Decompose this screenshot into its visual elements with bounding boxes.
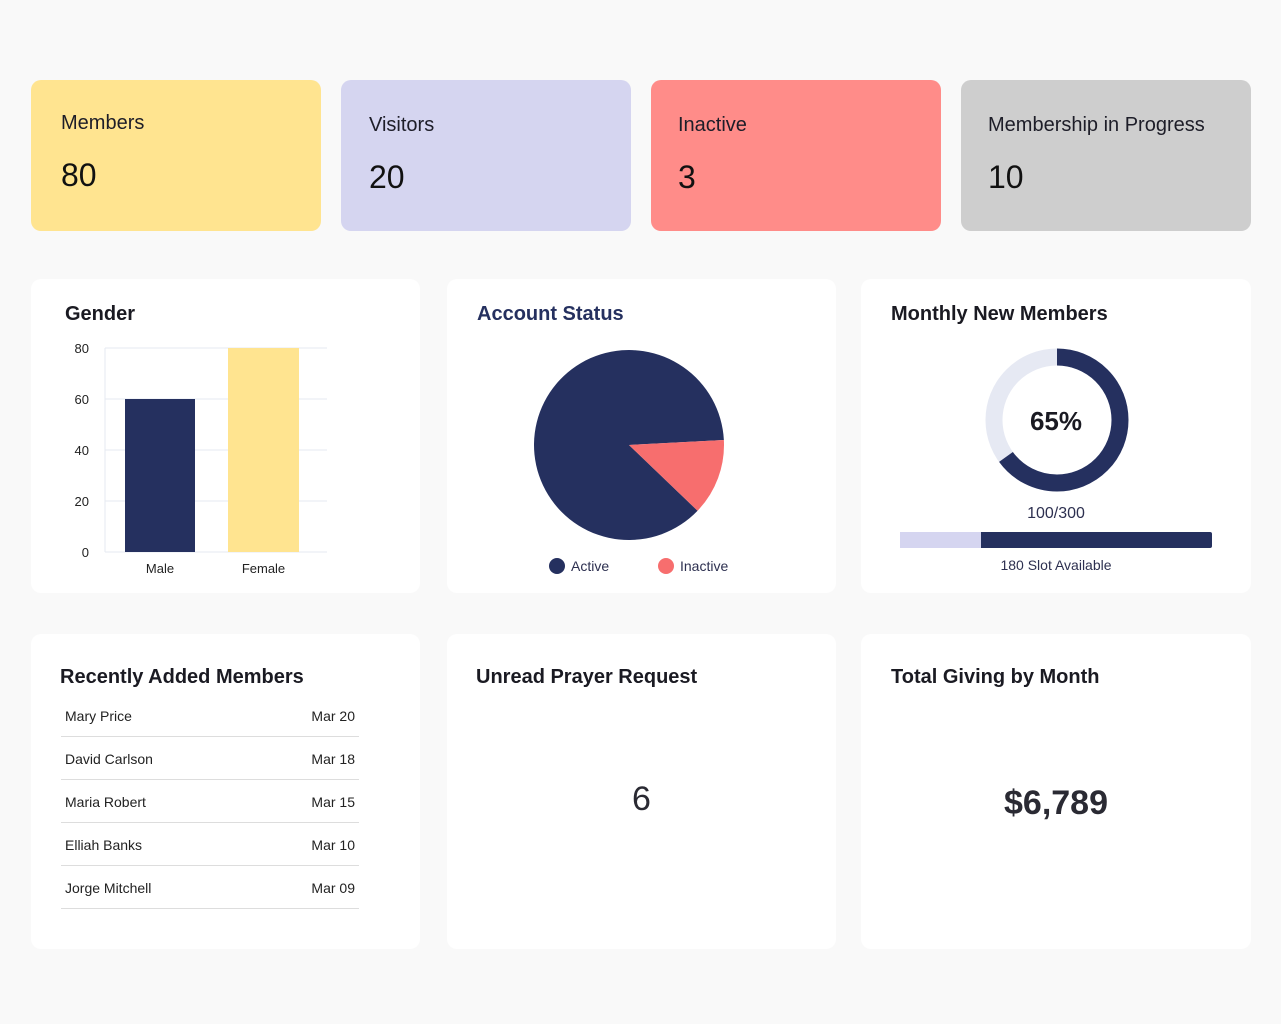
gender-card: Gender 0 20 40 60 80 Male Female xyxy=(31,279,420,593)
giving-card[interactable]: Total Giving by Month $6,789 xyxy=(861,634,1251,949)
y-tick-label: 20 xyxy=(75,494,89,509)
member-date: Mar 15 xyxy=(311,794,355,810)
y-tick-label: 40 xyxy=(75,443,89,458)
account-pie-chart: Active Inactive xyxy=(534,350,728,574)
member-row[interactable]: Mary Price Mar 20 xyxy=(61,694,359,737)
member-row[interactable]: Elliah Banks Mar 10 xyxy=(61,823,359,866)
member-row[interactable]: David Carlson Mar 18 xyxy=(61,737,359,780)
member-row[interactable]: Jorge Mitchell Mar 09 xyxy=(61,866,359,909)
stat-label: Visitors xyxy=(369,114,435,136)
slots-label: 180 Slot Available xyxy=(1000,557,1112,573)
card-title: Recently Added Members xyxy=(60,666,304,688)
legend-label: Inactive xyxy=(680,558,728,574)
pie-slice-active xyxy=(534,350,724,540)
member-name: Maria Robert xyxy=(65,794,146,810)
stat-label: Membership in Progress xyxy=(988,114,1205,136)
y-tick-label: 80 xyxy=(75,341,89,356)
legend-dot xyxy=(549,558,565,574)
stat-label: Members xyxy=(61,112,145,134)
donut-progress xyxy=(985,348,1129,492)
donut-chart xyxy=(985,348,1129,492)
prayer-request-card[interactable]: Unread Prayer Request 6 xyxy=(447,634,836,949)
gender-bar-chart: 0 20 40 60 80 Male Female xyxy=(75,341,327,576)
card-title: Total Giving by Month xyxy=(891,666,1100,688)
donut-percent: 65% xyxy=(1029,406,1083,436)
stat-value: 3 xyxy=(678,159,696,195)
member-date: Mar 09 xyxy=(311,880,355,896)
stat-value: 80 xyxy=(61,157,97,193)
y-tick-label: 0 xyxy=(82,545,89,560)
stat-value: 20 xyxy=(369,159,405,195)
card-title: Monthly New Members xyxy=(891,303,1108,325)
y-tick-label: 60 xyxy=(75,392,89,407)
stat-card-members[interactable]: Members 80 xyxy=(31,80,321,231)
account-status-card: Account Status Active Inactive xyxy=(447,279,836,593)
member-name: Jorge Mitchell xyxy=(65,880,152,896)
giving-total: $6,789 xyxy=(1004,784,1108,822)
card-title: Gender xyxy=(65,303,136,325)
stat-label: Inactive xyxy=(678,114,747,136)
stat-value: 10 xyxy=(988,159,1024,195)
x-tick-label: Male xyxy=(146,561,174,576)
pie-slice-inactive xyxy=(629,440,724,511)
member-name: Elliah Banks xyxy=(65,837,143,853)
count-label: 100/300 xyxy=(1027,505,1085,522)
monthly-new-members-card: Monthly New Members 65% 100/300 180 Slot… xyxy=(861,279,1251,593)
legend-dot xyxy=(658,558,674,574)
bar-female xyxy=(228,348,299,552)
member-name: David Carlson xyxy=(65,751,153,767)
card-title: Unread Prayer Request xyxy=(476,666,698,688)
member-row[interactable]: Maria Robert Mar 15 xyxy=(61,780,359,823)
member-date: Mar 20 xyxy=(311,708,355,724)
member-name: Mary Price xyxy=(65,708,132,724)
slot-progress-filled xyxy=(900,532,982,548)
stat-card-visitors[interactable]: Visitors 20 xyxy=(341,80,631,231)
stat-card-membership-in-progress[interactable]: Membership in Progress 10 xyxy=(961,80,1251,231)
member-date: Mar 10 xyxy=(311,837,355,853)
prayer-count: 6 xyxy=(632,780,651,818)
legend-label: Active xyxy=(571,558,609,574)
bar-male xyxy=(125,399,195,552)
slot-progress-bar xyxy=(900,532,1212,548)
card-title: Account Status xyxy=(477,303,624,325)
member-date: Mar 18 xyxy=(311,751,355,767)
stat-card-inactive[interactable]: Inactive 3 xyxy=(651,80,941,231)
x-tick-label: Female xyxy=(242,561,285,576)
recent-members-card: Recently Added Members Mary Price Mar 20 D… xyxy=(31,634,420,949)
